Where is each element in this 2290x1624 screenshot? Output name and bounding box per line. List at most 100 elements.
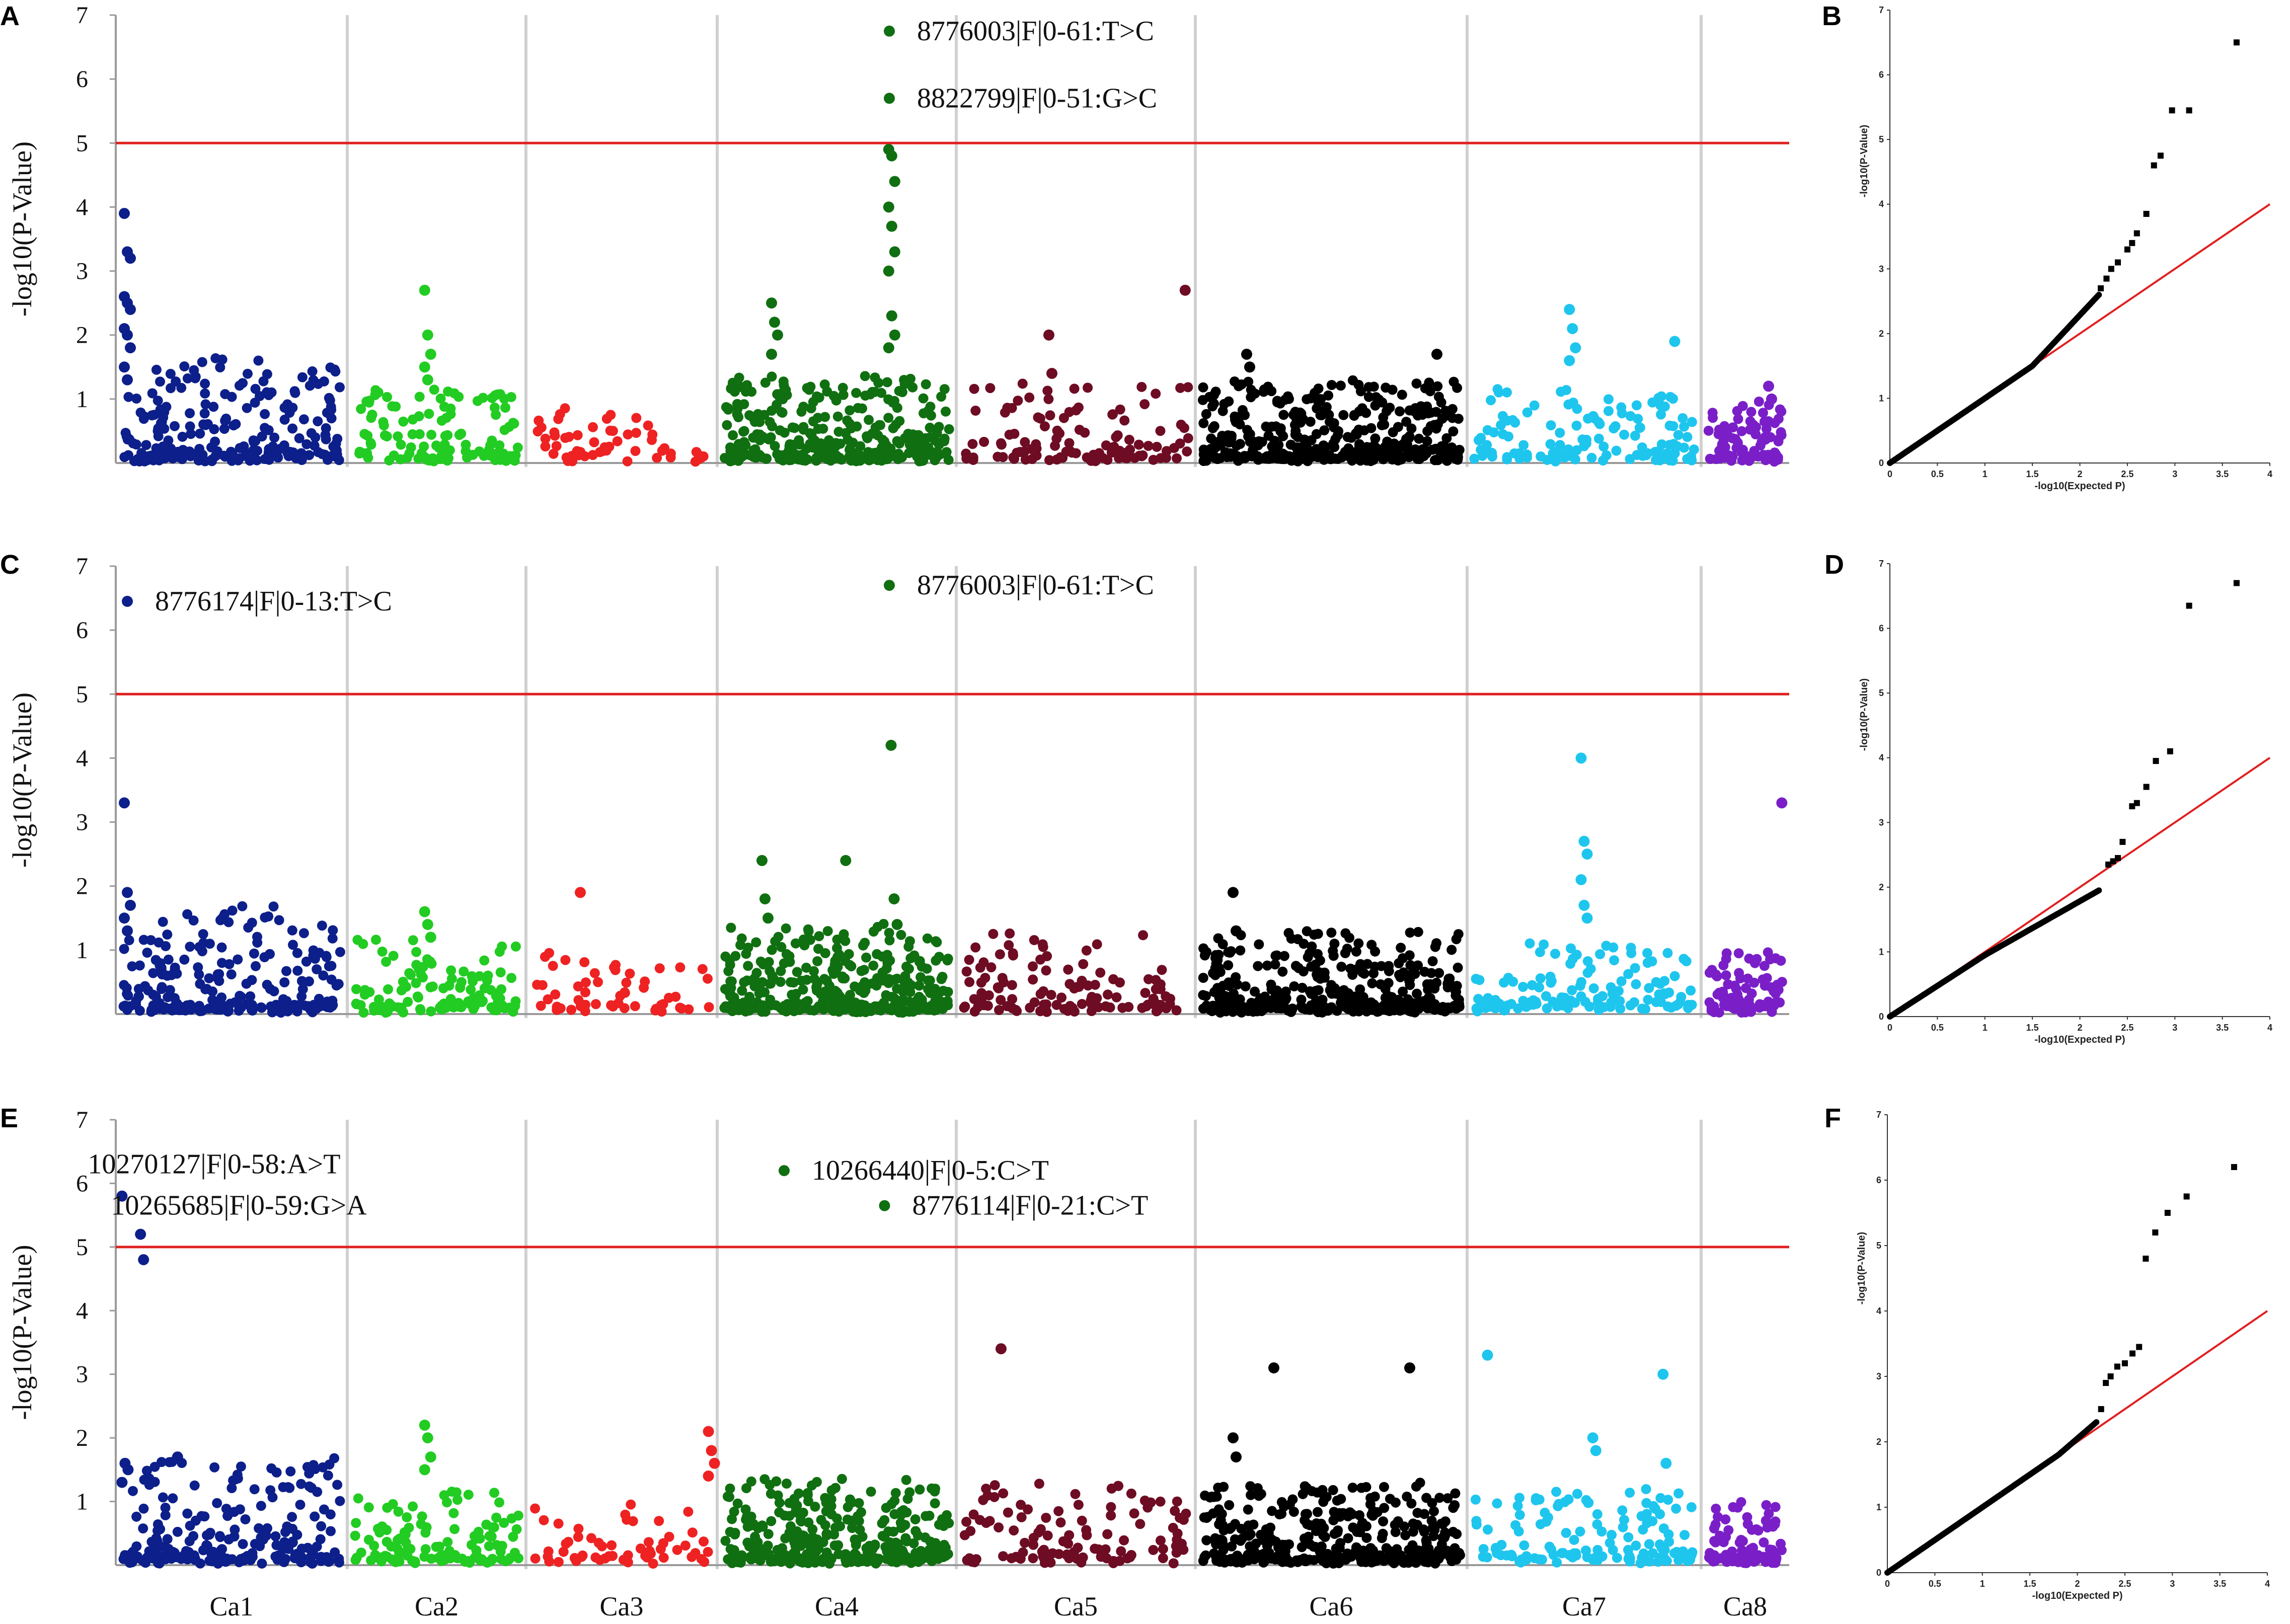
snp-point-ca1 — [206, 1549, 217, 1559]
snp-point-ca4 — [942, 955, 953, 966]
snp-point-ca4 — [755, 1556, 766, 1566]
snp-point-ca6 — [1214, 1534, 1225, 1545]
snp-point-ca6 — [1401, 417, 1412, 427]
snp-point-ca2 — [402, 1545, 412, 1556]
snp-point-ca7 — [1470, 1494, 1481, 1505]
snp-point-ca4 — [837, 971, 848, 982]
snp-point-ca7 — [1492, 1498, 1502, 1509]
snp-point-ca3 — [664, 1531, 674, 1542]
snp-point-ca1 — [214, 976, 224, 986]
snp-point-ca5 — [980, 973, 990, 983]
snp-point-ca5 — [1081, 945, 1092, 956]
snp-point-ca6 — [1434, 968, 1444, 978]
snp-point-ca1 — [152, 1525, 163, 1536]
snp-point-ca5 — [1059, 1003, 1070, 1014]
snp-point-ca2 — [484, 1541, 494, 1552]
snp-point-ca2 — [435, 454, 445, 465]
snp-point-ca1 — [158, 916, 168, 927]
snp-point-ca7 — [1647, 1548, 1658, 1559]
snp-point-ca7 — [1518, 440, 1529, 450]
snp-point-ca1 — [234, 1006, 244, 1016]
snp-peak-point — [709, 1457, 720, 1469]
snp-point-ca2 — [411, 960, 422, 970]
snp-point-ca6 — [1330, 434, 1341, 444]
snp-peak-point — [891, 919, 903, 930]
snp-point-ca1 — [195, 428, 205, 439]
snp-point-ca1 — [181, 1546, 191, 1556]
snp-peak-point — [888, 893, 900, 905]
snp-point-ca6 — [1247, 436, 1258, 446]
snp-point-ca2 — [371, 935, 381, 945]
panel-letter-c: C — [0, 550, 20, 580]
snp-point-ca6 — [1245, 1481, 1256, 1492]
snp-point-ca4 — [845, 405, 855, 416]
snp-point-ca2 — [404, 968, 415, 978]
snp-point-ca6 — [1412, 1508, 1423, 1518]
snp-point-ca4 — [767, 971, 778, 981]
snp-point-ca1 — [220, 389, 231, 400]
snp-point-ca2 — [426, 1006, 436, 1017]
qq-tail-point — [2233, 39, 2240, 46]
snp-point-ca6 — [1297, 1489, 1308, 1499]
snp-point-ca2 — [472, 396, 483, 406]
snp-point-ca6 — [1242, 425, 1253, 435]
snp-point-ca6 — [1218, 1482, 1229, 1492]
snp-point-ca1 — [182, 1554, 192, 1565]
snp-point-ca5 — [1028, 1553, 1038, 1564]
snp-point-ca4 — [733, 455, 743, 466]
snp-point-ca5 — [1156, 999, 1166, 1010]
snp-point-ca1 — [247, 1552, 258, 1562]
snp-point-ca1 — [121, 983, 132, 993]
snp-point-ca4 — [936, 392, 947, 402]
snp-point-ca7 — [1494, 387, 1504, 398]
snp-point-ca1 — [326, 974, 337, 985]
snp-point-ca6 — [1432, 381, 1443, 392]
qq-tail-point — [2151, 162, 2157, 169]
snp-point-ca5 — [969, 383, 979, 394]
snp-point-ca5 — [1045, 410, 1055, 421]
qq-x-tick-label: 0 — [1887, 1023, 1892, 1033]
snp-point-ca4 — [803, 1496, 813, 1506]
snp-point-ca7 — [1486, 395, 1496, 406]
snp-point-ca4 — [809, 974, 820, 984]
snp-point-ca2 — [420, 1544, 431, 1555]
snp-point-ca6 — [1377, 1533, 1387, 1543]
snp-point-ca2 — [424, 409, 434, 419]
snp-point-ca4 — [874, 420, 885, 430]
snp-point-ca4 — [917, 1555, 927, 1565]
snp-point-ca3 — [601, 414, 612, 424]
snp-point-ca1 — [226, 969, 237, 980]
snp-point-ca1 — [172, 1526, 183, 1537]
snp-point-ca1 — [301, 439, 312, 449]
snp-point-ca4 — [866, 1487, 876, 1497]
snp-point-ca1 — [221, 1003, 232, 1014]
snp-point-ca4 — [836, 1474, 847, 1484]
snp-peak-point — [419, 1419, 430, 1431]
snp-point-ca5 — [1074, 402, 1084, 413]
snp-point-ca6 — [1333, 426, 1344, 436]
snp-point-ca7 — [1522, 407, 1533, 418]
snp-point-ca6 — [1429, 1506, 1439, 1517]
snp-point-ca5 — [1008, 950, 1018, 961]
snp-point-ca4 — [840, 936, 851, 946]
snp-point-ca6 — [1291, 450, 1302, 461]
snp-point-ca4 — [735, 940, 746, 950]
snp-point-ca7 — [1506, 1550, 1516, 1560]
snp-point-ca2 — [351, 1518, 361, 1528]
snp-point-ca1 — [327, 933, 338, 944]
snp-point-ca2 — [455, 982, 466, 993]
snp-point-ca6 — [1229, 992, 1240, 1002]
snp-peak-point — [425, 348, 436, 360]
snp-point-ca5 — [1035, 989, 1046, 999]
snp-point-ca6 — [1430, 1558, 1440, 1569]
snp-point-ca4 — [854, 1516, 864, 1526]
snp-point-ca4 — [841, 1555, 851, 1565]
snp-point-ca4 — [798, 449, 808, 460]
snp-point-ca4 — [730, 1527, 740, 1538]
snp-point-ca8 — [1723, 1525, 1734, 1535]
snp-point-ca5 — [989, 1480, 1000, 1491]
snp-point-ca6 — [1317, 452, 1328, 462]
snp-point-ca4 — [821, 1506, 831, 1517]
snp-point-ca6 — [1355, 984, 1365, 994]
snp-point-ca8 — [1746, 1524, 1757, 1535]
